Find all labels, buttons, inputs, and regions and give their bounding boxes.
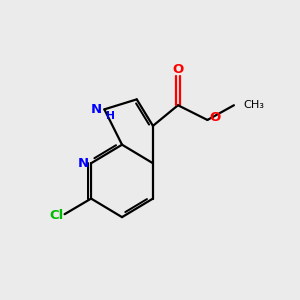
Text: O: O — [172, 63, 184, 76]
Text: O: O — [209, 110, 220, 124]
Text: CH₃: CH₃ — [243, 100, 264, 110]
Text: N: N — [90, 103, 101, 116]
Text: N: N — [77, 157, 88, 170]
Text: H: H — [106, 111, 115, 121]
Text: Cl: Cl — [49, 209, 64, 222]
